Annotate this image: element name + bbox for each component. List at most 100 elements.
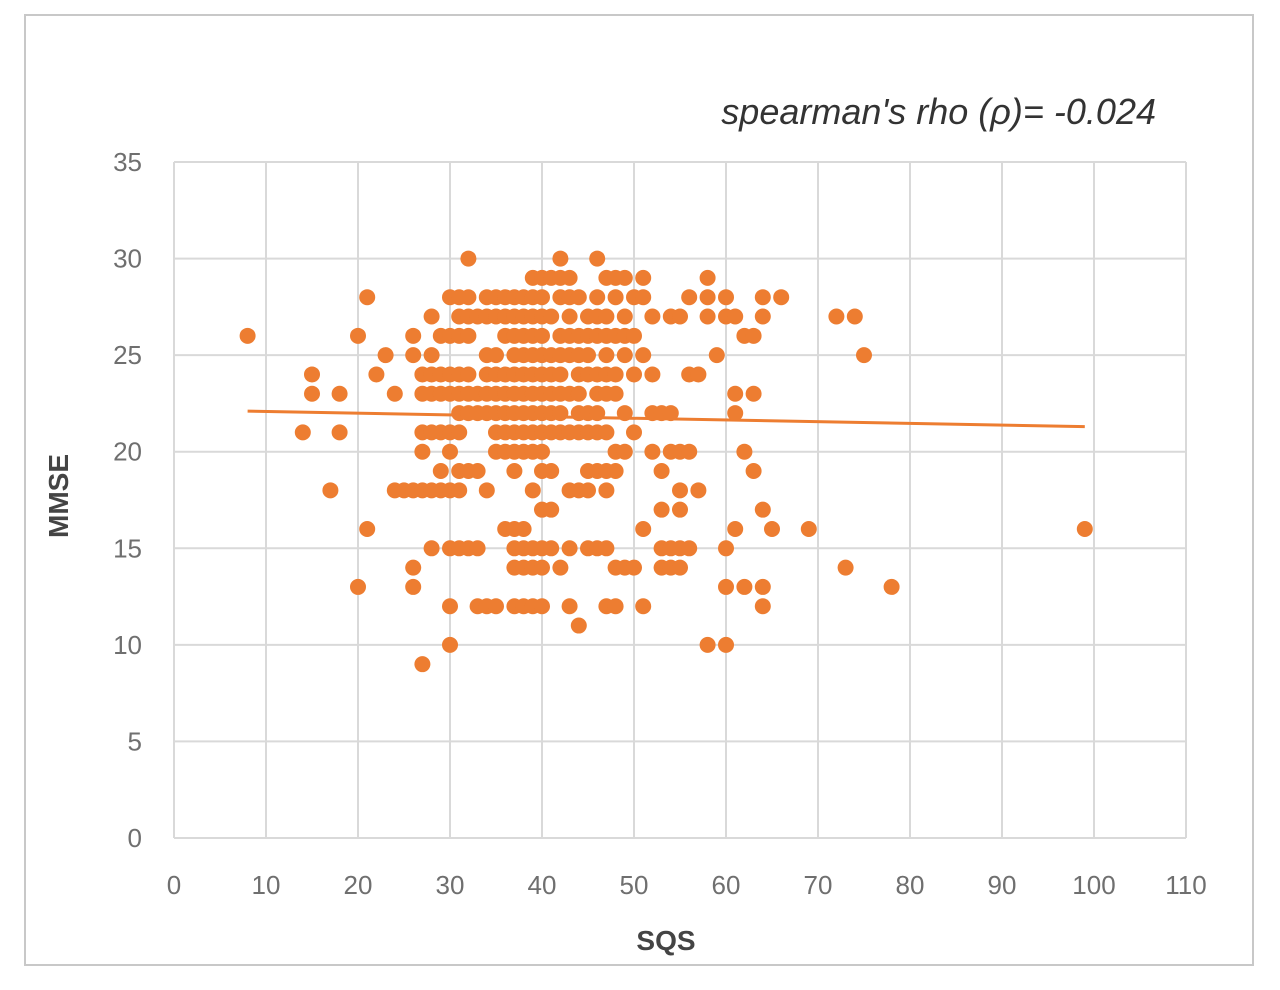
x-tick-label: 50 [620,870,649,900]
data-point [359,520,376,537]
data-point [322,482,339,499]
data-point [764,520,780,537]
data-point [635,269,652,286]
data-point [451,482,468,499]
data-point [754,578,771,595]
data-point [331,385,348,402]
data-point [552,250,569,267]
data-point [524,482,541,499]
data-point [644,308,661,325]
data-point [506,463,523,480]
data-point [534,559,550,576]
data-point [442,598,458,615]
data-point [745,463,762,480]
data-point [432,463,449,480]
data-point [561,269,578,286]
data-point [736,443,753,460]
data-point [359,289,376,306]
data-point [635,598,652,615]
data-point [405,327,422,344]
data-point [331,424,348,441]
x-tick-label: 0 [167,870,181,900]
data-point [626,366,642,383]
x-tick-label: 30 [436,870,465,900]
data-point [589,250,606,267]
data-point [239,327,256,344]
data-point [635,347,652,364]
data-point [653,501,670,518]
data-point [856,347,872,364]
data-point [570,617,587,634]
data-point [644,443,661,460]
data-point [672,559,688,576]
data-point [598,424,615,441]
x-axis-title: SQS [636,925,695,956]
data-point [460,289,477,306]
x-tick-labels: 0 10 20 30 40 50 60 70 80 90 100 110 [167,870,1207,900]
data-point [570,289,587,306]
x-tick-label: 60 [712,870,741,900]
data-point [405,347,422,364]
data-point [386,385,403,402]
data-point [718,289,734,306]
data-point [635,289,652,306]
data-point [460,327,477,344]
data-point [534,598,550,615]
data-point [423,540,440,557]
data-point [727,405,744,422]
x-tick-label: 70 [804,870,833,900]
data-point [580,347,596,364]
data-point [616,443,633,460]
data-point [598,347,615,364]
chart-frame: 0 10 20 30 40 50 60 70 80 90 100 110 0 5 10 15 20 25 30 35… [24,14,1254,966]
data-point [754,598,771,615]
data-point [699,308,716,325]
data-point [543,463,560,480]
data-point [598,308,615,325]
y-tick-labels: 0 5 10 15 20 25 30 35 [113,147,142,853]
data-point [718,578,734,595]
x-tick-label: 110 [1165,870,1206,900]
x-tick-label: 80 [896,870,925,900]
data-point [442,443,458,460]
data-point [653,463,670,480]
data-point [405,578,422,595]
data-point [718,636,734,653]
data-point [598,540,615,557]
data-point [570,385,587,402]
y-tick-label: 10 [113,630,142,660]
scatter-chart: 0 10 20 30 40 50 60 70 80 90 100 110 0 5 10 15 20 25 30 35… [43,91,1207,956]
data-point [672,501,688,518]
data-point [350,327,366,344]
data-point [515,520,532,537]
y-tick-label: 5 [128,726,142,756]
data-point [607,385,624,402]
data-point [543,540,560,557]
data-point [699,636,716,653]
correlation-annotation: spearman's rho (ρ)= -0.024 [721,91,1156,132]
data-point [690,366,707,383]
data-point [478,482,495,499]
data-point [423,308,440,325]
data-point [672,308,688,325]
y-tick-label: 15 [113,533,142,563]
data-point [589,289,606,306]
x-tick-label: 100 [1072,870,1115,900]
data-point [607,289,624,306]
data-point [460,250,477,267]
data-point [488,598,504,615]
data-point [635,520,652,537]
y-tick-label: 20 [113,437,142,467]
data-point [883,578,900,595]
data-point [626,424,642,441]
data-point [534,443,550,460]
data-point [405,559,422,576]
data-point [626,327,642,344]
data-point [727,385,744,402]
data-point [589,405,606,422]
data-point [561,540,578,557]
data-point [699,289,716,306]
data-point [469,463,486,480]
data-point [800,520,817,537]
x-tick-label: 10 [252,870,281,900]
